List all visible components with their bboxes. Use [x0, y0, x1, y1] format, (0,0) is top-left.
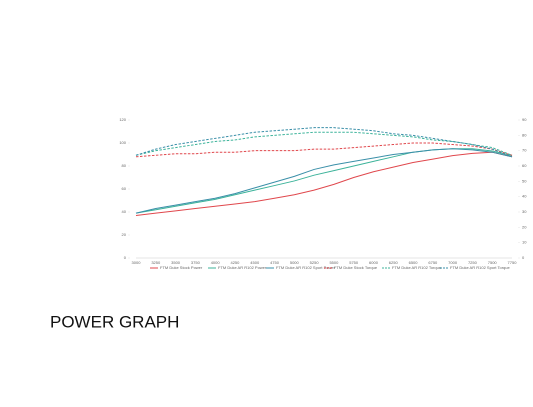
x-tick-label: 5750	[349, 260, 359, 265]
x-tick-label: 6750	[428, 260, 438, 265]
slide-title: POWER GRAPH	[50, 312, 179, 331]
y2-tick-label: 0	[522, 255, 525, 260]
x-tick-label: 3250	[151, 260, 161, 265]
x-tick-label: 5250	[310, 260, 320, 265]
y-tick-label: 0	[124, 255, 127, 260]
y2-tick-label: 80	[522, 132, 527, 137]
x-tick-label: 3750	[191, 260, 201, 265]
x-tick-label: 4000	[211, 260, 221, 265]
x-tick-label: 5500	[329, 260, 339, 265]
y-tick-label: 20	[122, 232, 127, 237]
y2-tick-label: 90	[522, 117, 527, 122]
legend-label: FTM Duke AR R102 Sport Power	[276, 265, 336, 270]
y2-tick-label: 20	[522, 224, 527, 229]
legend-label: FTM Duke AR R102 Power	[218, 265, 267, 270]
series-line	[135, 127, 513, 158]
x-tick-label: 6250	[389, 260, 399, 265]
y-tick-label: 120	[119, 117, 126, 122]
x-tick-label: 7500	[488, 260, 498, 265]
y2-tick-label: 60	[522, 163, 527, 168]
series-line	[135, 151, 513, 216]
x-tick-label: 7750	[508, 260, 518, 265]
x-tick-label: 3500	[171, 260, 181, 265]
x-tick-label: 6000	[369, 260, 379, 265]
x-tick-label: 4250	[230, 260, 240, 265]
y-tick-label: 100	[119, 140, 126, 145]
x-tick-label: 3000	[132, 260, 142, 265]
series-line	[135, 148, 513, 214]
y2-tick-label: 40	[522, 194, 527, 199]
x-tick-label: 5000	[290, 260, 300, 265]
legend-label: FTM Duke Stock Torque	[334, 265, 378, 270]
y2-tick-label: 30	[522, 209, 527, 214]
x-tick-label: 7000	[448, 260, 458, 265]
legend-label: FTM Duke AR R102 Torque	[392, 265, 442, 270]
series-line	[135, 142, 513, 158]
y-tick-label: 80	[122, 163, 127, 168]
x-tick-label: 4500	[250, 260, 260, 265]
x-tick-label: 7250	[468, 260, 478, 265]
legend-label: FTM Duke Stock Power	[160, 265, 203, 270]
y2-tick-label: 70	[522, 148, 527, 153]
y2-tick-label: 50	[522, 178, 527, 183]
series-line	[135, 131, 513, 156]
legend-label: FTM Duke AR R102 Sport Torque	[450, 265, 511, 270]
y2-tick-label: 10	[522, 240, 527, 245]
x-tick-label: 4750	[270, 260, 280, 265]
y-tick-label: 60	[122, 186, 127, 191]
x-tick-label: 6500	[409, 260, 419, 265]
y-tick-label: 40	[122, 209, 127, 214]
